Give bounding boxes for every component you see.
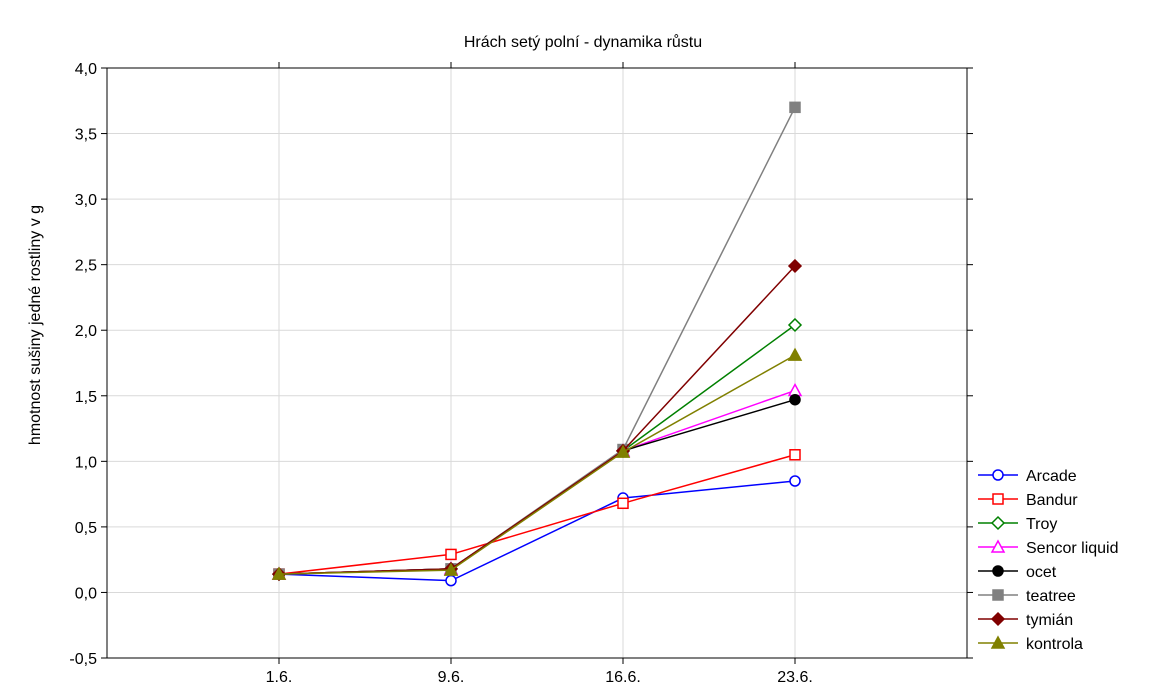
legend-item-arcade-marker (992, 469, 1004, 481)
series-kontrola-line (278, 354, 796, 575)
legend-item-teatree-marker (992, 589, 1004, 601)
legend-item-teatree: teatree (978, 588, 1076, 605)
y-tick-label: 2,5 (75, 258, 97, 275)
legend-item-tymian-marker (990, 611, 1006, 627)
series-arcade-marker (445, 574, 457, 587)
legend-item-bandur-marker (992, 493, 1004, 505)
y-tick-label: 0,5 (75, 520, 97, 537)
legend-item-ocet-label: ocet (1026, 564, 1057, 581)
legend-item-teatree-label: teatree (1026, 588, 1076, 605)
y-tick-label: -0,5 (69, 651, 97, 668)
legend-item-kontrola-marker (990, 635, 1006, 649)
series-kontrola-marker (443, 562, 459, 576)
legend-item-bandur: Bandur (978, 492, 1078, 509)
legend-item-ocet-marker (992, 565, 1004, 577)
legend-item-troy-marker (990, 515, 1006, 531)
legend-item-sencor-liquid-marker (990, 539, 1006, 553)
series-arcade-line (278, 480, 796, 582)
series-group (271, 101, 803, 587)
series-troy-marker (787, 317, 803, 333)
legend-item-troy: Troy (978, 515, 1057, 533)
legend-item-tymian: tymián (978, 611, 1073, 629)
x-tick-label: 23.6. (777, 669, 813, 686)
y-tick-label: 4,0 (75, 61, 97, 78)
series-kontrola (271, 347, 803, 580)
series-kontrola-marker (271, 566, 287, 580)
legend-item-ocet: ocet (978, 564, 1057, 581)
legend-item-arcade-label: Arcade (1026, 468, 1077, 485)
y-tick-label: 1,0 (75, 454, 97, 471)
y-tick-label: 3,5 (75, 127, 97, 144)
series-teatree-marker (789, 101, 801, 114)
series-kontrola-marker (615, 444, 631, 458)
legend-item-kontrola-label: kontrola (1026, 636, 1083, 653)
plot-area-frame (106, 67, 968, 659)
series-tymian-marker (787, 258, 803, 274)
x-tick-label: 9.6. (438, 669, 465, 686)
series-arcade-marker (789, 475, 801, 487)
legend-item-sencor-liquid: Sencor liquid (978, 539, 1119, 557)
legend-item-troy-label: Troy (1026, 516, 1057, 533)
series-ocet-marker (789, 393, 801, 406)
legend-item-arcade: Arcade (978, 468, 1077, 485)
legend-item-kontrola: kontrola (978, 635, 1083, 653)
legend-item-sencor-liquid-label: Sencor liquid (1026, 540, 1119, 557)
legend-item-bandur-label: Bandur (1026, 492, 1078, 509)
y-axis-label: hmotnost sušiny jedné rostliny v g (27, 205, 44, 445)
legend-item-tymian-label: tymián (1026, 612, 1073, 629)
x-tick-label: 16.6. (605, 669, 641, 686)
y-tick-label: 3,0 (75, 192, 97, 209)
axis-ticks: -0,5 0,0 0,5 1,0 1,5 2,0 2,5 3,0 3,5 4,0 1.6. 9.6. 1… (69, 61, 973, 686)
series-bandur-line (278, 454, 796, 575)
y-tick-label: 2,0 (75, 323, 97, 340)
y-tick-label: 1,5 (75, 389, 97, 406)
chart-title: Hrách setý polní - dynamika růstu (464, 33, 702, 51)
series-bandur-marker (617, 497, 629, 510)
legend: Arcade Bandur Troy Sencor liquid ocet teatree… (978, 468, 1119, 653)
series-bandur-marker (445, 548, 457, 561)
y-tick-label: 0,0 (75, 585, 97, 602)
x-tick-label: 1.6. (266, 669, 293, 686)
series-bandur-marker (789, 449, 801, 461)
series-kontrola-marker (787, 347, 803, 361)
